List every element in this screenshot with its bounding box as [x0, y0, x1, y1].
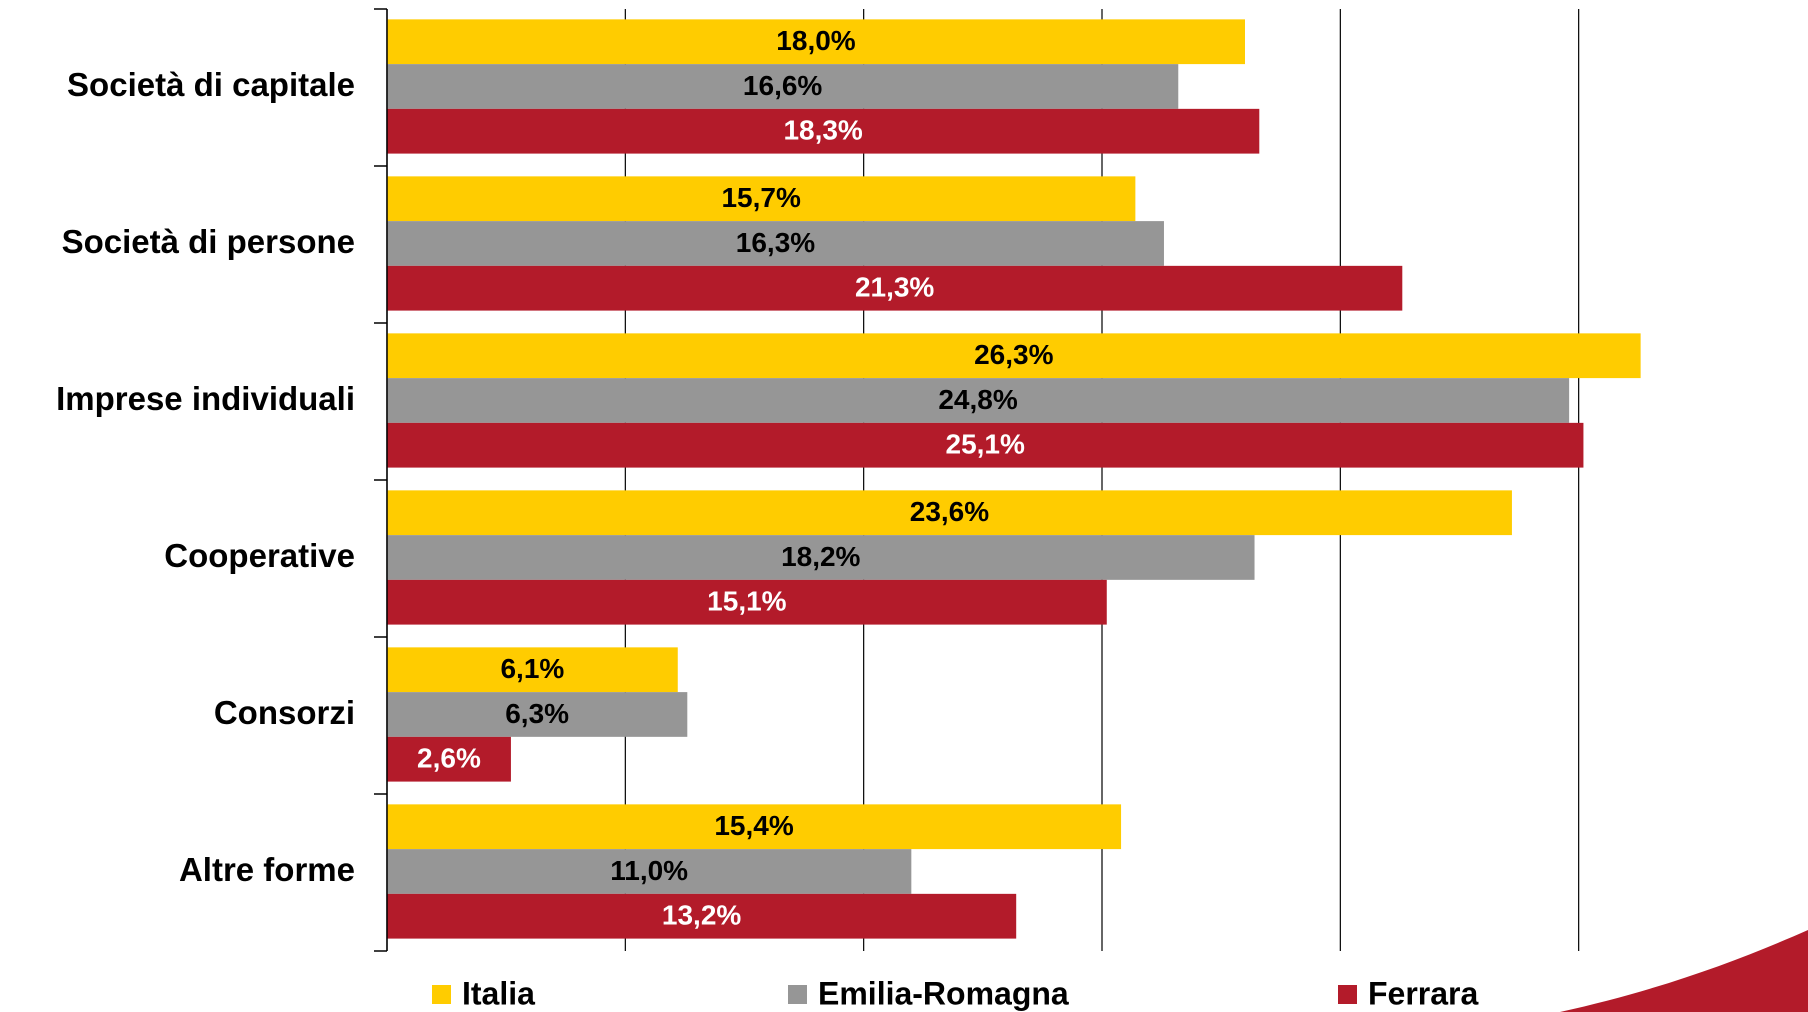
y-tick-label: Consorzi — [214, 694, 355, 731]
bar — [387, 849, 912, 894]
legend-swatch — [432, 985, 451, 1004]
y-tick-label: Società di capitale — [67, 66, 355, 103]
data-label: 26,3% — [974, 339, 1053, 370]
bar — [387, 176, 1136, 222]
bar — [387, 221, 1164, 266]
bar — [387, 647, 678, 693]
bar — [387, 804, 1122, 850]
data-label: 18,3% — [783, 115, 862, 146]
data-label: 2,6% — [417, 743, 481, 774]
bar — [387, 333, 1641, 379]
legend-label: Emilia-Romagna — [818, 975, 1069, 1011]
data-label: 11,0% — [610, 855, 688, 886]
data-label: 6,1% — [500, 653, 564, 684]
y-tick-label: Altre forme — [179, 851, 355, 888]
y-tick-label: Cooperative — [164, 537, 355, 574]
bar — [387, 535, 1255, 580]
bar — [387, 579, 1107, 625]
bar — [387, 422, 1584, 468]
data-label: 13,2% — [662, 900, 741, 931]
bar — [387, 108, 1260, 154]
bar — [387, 736, 511, 782]
bar — [387, 692, 688, 737]
legend-swatch — [1338, 985, 1357, 1004]
decoration — [1560, 930, 1808, 1012]
data-label: 18,0% — [776, 25, 855, 56]
data-label: 24,8% — [938, 384, 1017, 415]
legend-label: Ferrara — [1368, 975, 1479, 1011]
data-label: 6,3% — [505, 698, 569, 729]
y-tick-label: Imprese individuali — [56, 380, 355, 417]
data-label: 16,3% — [736, 227, 815, 258]
data-label: 15,7% — [721, 182, 800, 213]
data-label: 16,6% — [743, 70, 822, 101]
data-label: 21,3% — [855, 272, 934, 303]
data-label: 15,4% — [714, 810, 793, 841]
data-label: 18,2% — [781, 541, 860, 572]
data-label: 15,1% — [707, 586, 786, 617]
bar — [387, 893, 1017, 939]
legend-swatch — [788, 985, 807, 1004]
bar — [387, 19, 1245, 65]
bar — [387, 490, 1512, 536]
legend-label: Italia — [462, 975, 535, 1011]
data-label: 23,6% — [910, 496, 989, 527]
bar — [387, 265, 1403, 311]
data-label: 25,1% — [946, 429, 1025, 460]
bar — [387, 378, 1570, 423]
bar — [387, 64, 1179, 109]
y-tick-label: Società di persone — [62, 223, 355, 260]
